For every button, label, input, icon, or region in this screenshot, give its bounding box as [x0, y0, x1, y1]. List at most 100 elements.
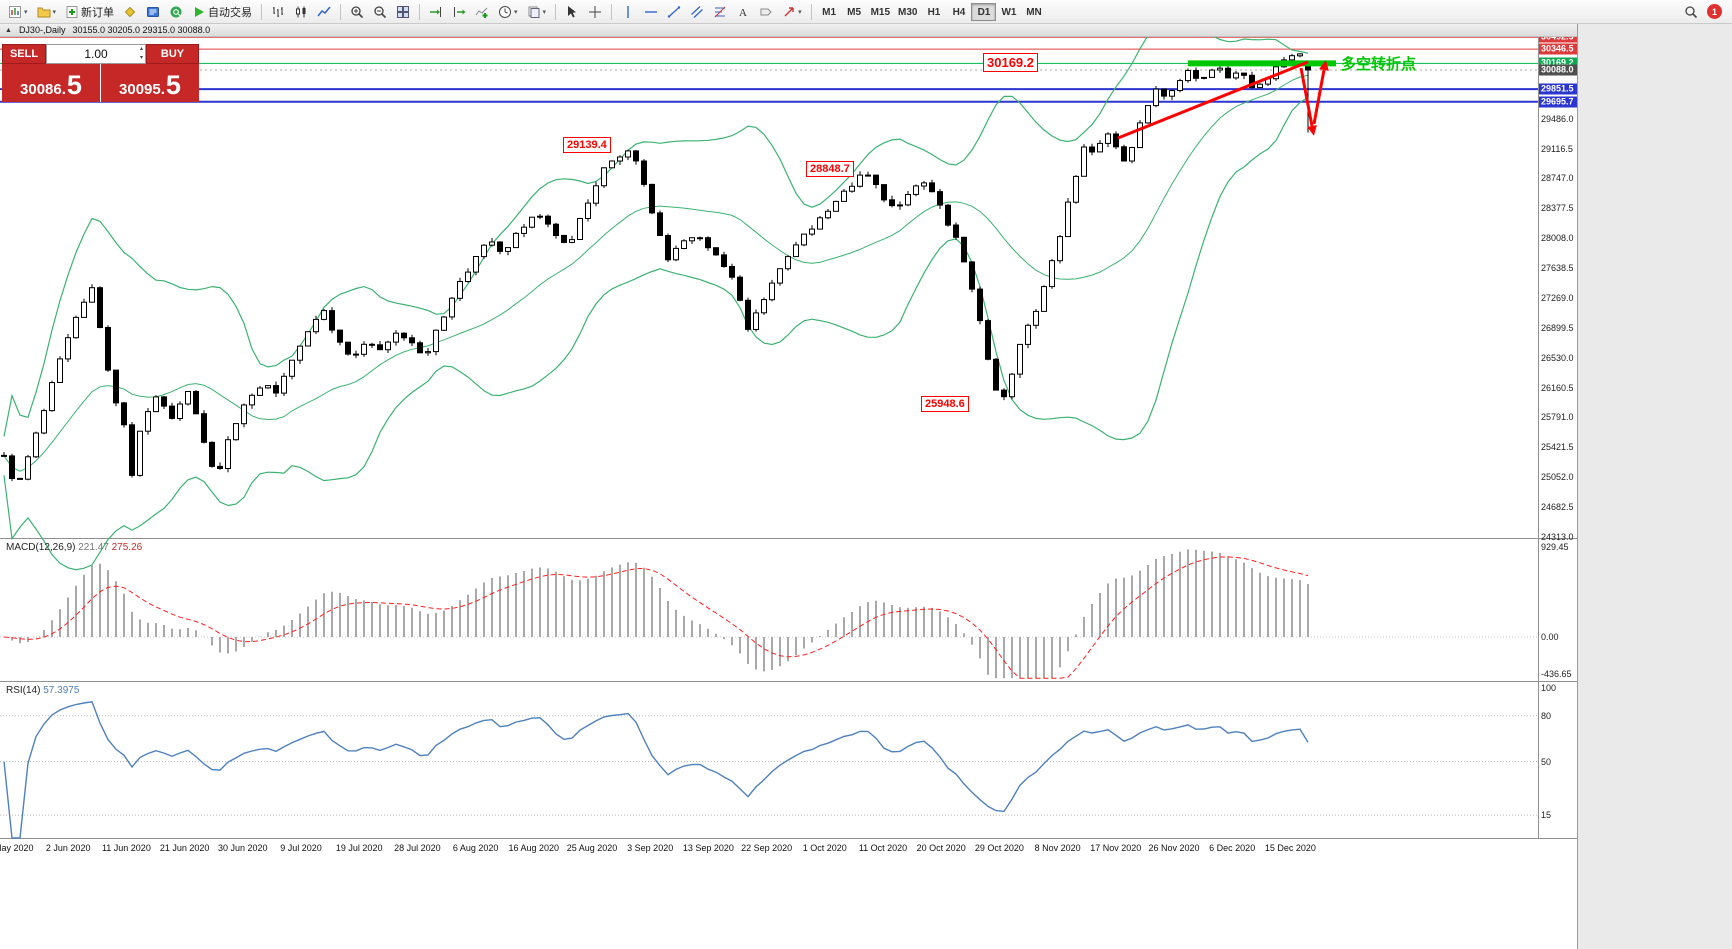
date-label: 6 Aug 2020 [452, 843, 499, 853]
timeframe-m1-button[interactable]: M1 [817, 3, 842, 21]
date-label: 2 Jun 2020 [45, 843, 91, 853]
timeframe-d1-button[interactable]: D1 [971, 3, 997, 22]
vertical-line-icon [627, 5, 629, 18]
new-order-button[interactable]: 新订单 [61, 2, 118, 22]
trendline[interactable] [1117, 60, 1309, 140]
profiles-button[interactable]: ▾ [33, 2, 61, 22]
axis-label: -436.65 [1541, 669, 1572, 679]
services-button[interactable] [165, 2, 187, 22]
notification-badge[interactable]: 1 [1707, 4, 1722, 19]
date-label: 22 Sep 2020 [741, 843, 793, 853]
metaeditor-button[interactable] [119, 2, 141, 22]
new-chart-button[interactable]: ▾ [4, 2, 32, 22]
line-chart-button[interactable] [313, 2, 335, 22]
buy-price-big-digit: 5 [165, 70, 181, 100]
text-button[interactable]: A [732, 2, 754, 22]
label-tag-icon [760, 8, 772, 15]
timeframe-h1-button[interactable]: H1 [921, 3, 946, 21]
main-toolbar: ▾ ▾ 新订单 自动交易 ▾ ▾ A ▾ M1 M5 M15 M30 H1 H4 D1 W [0, 0, 1732, 24]
vertical-line-button[interactable] [617, 2, 639, 22]
periods-button[interactable]: ▾ [494, 2, 522, 22]
timeframe-m15-button[interactable]: M15 [867, 3, 894, 21]
trendline-icon [667, 5, 681, 18]
timeframe-m5-button[interactable]: M5 [842, 3, 867, 21]
candlestick-chart-button[interactable] [290, 2, 312, 22]
zoom-out-button[interactable] [369, 2, 391, 22]
sell-button[interactable]: SELL [2, 44, 46, 64]
label-button[interactable] [755, 2, 777, 22]
date-label: 26 Nov 2020 [1148, 843, 1200, 853]
axis-label: 26160.5 [1541, 382, 1574, 393]
price-axis-highlight-label: 30169.2 [1539, 57, 1577, 69]
fibonacci-button[interactable] [709, 2, 731, 22]
date-label: 30 Jun 2020 [218, 843, 268, 853]
new-order-label: 新订单 [81, 6, 115, 19]
axis-label: 29486.0 [1541, 113, 1574, 124]
right-dock-panel [1577, 24, 1732, 949]
macd-histogram [0, 549, 1538, 679]
axis-label: 26899.5 [1541, 322, 1574, 333]
chevron-down-icon: ▾ [542, 8, 547, 16]
timeframe-h4-button[interactable]: H4 [946, 3, 971, 21]
axis-label: 24313.0 [1541, 532, 1574, 542]
price-callout[interactable]: 28848.7 [806, 161, 854, 177]
bottom-empty-area [0, 857, 1577, 949]
crosshair-button[interactable] [584, 2, 606, 22]
candlestick-icon [296, 6, 306, 17]
timeframe-w1-button[interactable]: W1 [996, 3, 1021, 21]
date-label: 13 Sep 2020 [682, 843, 734, 853]
date-label: 15 Dec 2020 [1264, 843, 1316, 853]
timeframe-m30-button[interactable]: M30 [894, 3, 921, 21]
indicators-button[interactable] [471, 2, 493, 22]
toolbar-separator [555, 3, 557, 20]
date-label: 16 Aug 2020 [508, 843, 560, 853]
shapes-button[interactable]: ▾ [778, 2, 806, 22]
pullback-arrow-down[interactable] [1299, 67, 1317, 136]
zoom-in-button[interactable] [346, 2, 368, 22]
price-callout[interactable]: 29139.4 [563, 137, 611, 153]
trendline-button[interactable] [663, 2, 685, 22]
axis-label: 28747.0 [1541, 173, 1574, 184]
zoom-in-icon [351, 5, 364, 18]
buy-button[interactable]: BUY [146, 44, 199, 64]
templates-button[interactable]: ▾ [523, 2, 551, 22]
line-chart-icon [317, 6, 331, 16]
clock-icon [499, 5, 512, 18]
price-callout[interactable]: 30169.2 [983, 53, 1038, 72]
axis-label: 80 [1541, 710, 1552, 721]
date-label: 17 Nov 2020 [1090, 843, 1142, 853]
toolbar-separator [611, 3, 613, 20]
horizontal-line-button[interactable] [640, 2, 662, 22]
search-button[interactable] [1680, 2, 1702, 22]
price-callout[interactable]: 25948.6 [921, 396, 969, 412]
lot-size-input[interactable]: 1.00 ▴ ▾ [46, 44, 146, 64]
autotrade-button[interactable]: 自动交易 [188, 2, 256, 22]
chart-shift-icon [454, 6, 466, 17]
turning-point-label[interactable]: 多空转折点 [1341, 56, 1417, 73]
buy-price-display: 30095. 5 [101, 64, 199, 102]
timeframe-mn-button[interactable]: MN [1021, 3, 1046, 21]
date-label: 8 Nov 2020 [1034, 843, 1081, 853]
bar-chart-icon [273, 6, 284, 17]
collapse-triangle-icon[interactable]: ▲ [5, 26, 12, 34]
continuation-arrow-up[interactable] [1312, 60, 1329, 125]
axis-label: 50 [1541, 756, 1552, 767]
search-icon [1685, 5, 1698, 18]
auto-scroll-icon [430, 6, 442, 17]
chart-shift-button[interactable] [448, 2, 470, 22]
channel-button[interactable] [686, 2, 708, 22]
cursor-button[interactable] [561, 2, 583, 22]
axis-label: 25421.5 [1541, 442, 1574, 453]
terminal-button[interactable] [142, 2, 164, 22]
chart-title-bar[interactable]: ▲ DJ30-,Daily 30155.0 30205.0 29315.0 30… [0, 24, 1577, 37]
lot-increase-button[interactable]: ▴ [139, 46, 143, 52]
axis-label: 25052.0 [1541, 472, 1574, 483]
rsi-indicator-label: RSI(14) 57.3975 [6, 685, 79, 696]
macd-signal-value: 275.26 [111, 542, 143, 553]
lot-decrease-button[interactable]: ▾ [139, 55, 143, 61]
auto-scroll-button[interactable] [425, 2, 447, 22]
bar-chart-button[interactable] [267, 2, 289, 22]
date-label: 21 Jun 2020 [159, 843, 210, 853]
tile-windows-button[interactable] [392, 2, 414, 22]
